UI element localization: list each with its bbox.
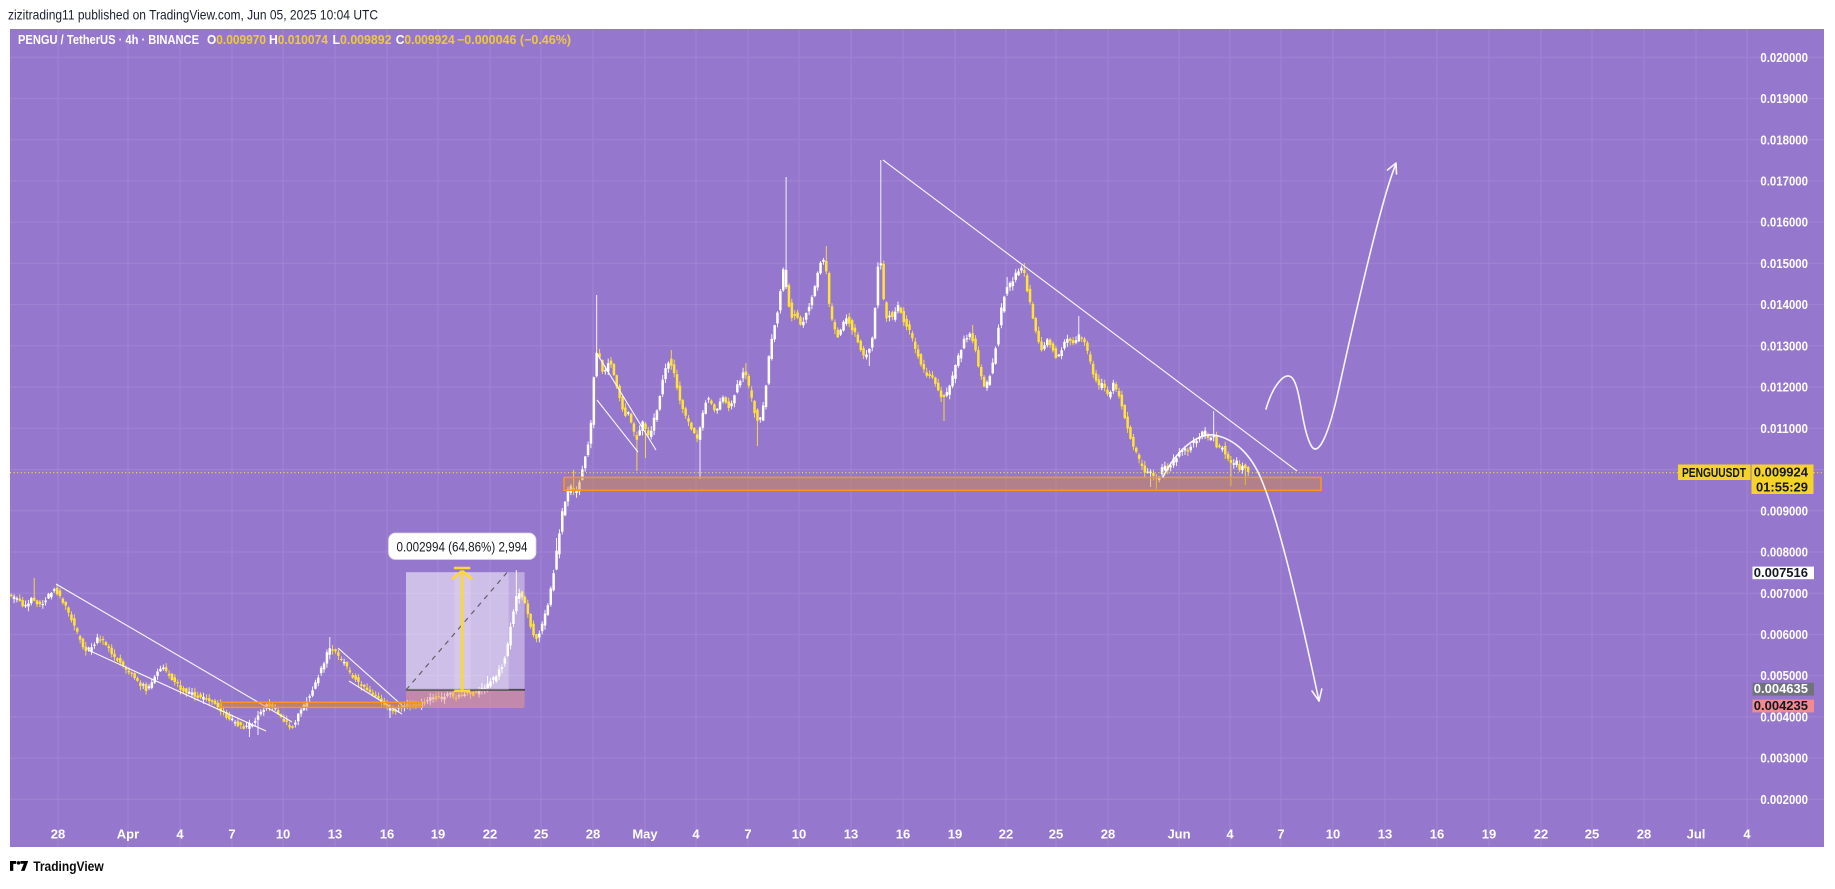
- svg-text:0.007000: 0.007000: [1760, 586, 1808, 601]
- svg-text:0.008000: 0.008000: [1760, 545, 1808, 560]
- svg-text:25: 25: [534, 827, 548, 842]
- svg-text:Apr: Apr: [117, 827, 139, 842]
- svg-text:16: 16: [1430, 827, 1444, 842]
- svg-text:13: 13: [328, 827, 342, 842]
- svg-text:0.011000: 0.011000: [1760, 421, 1808, 436]
- svg-text:13: 13: [1378, 827, 1392, 842]
- svg-text:4: 4: [1226, 827, 1234, 842]
- svg-text:0.013000: 0.013000: [1760, 338, 1808, 353]
- svg-text:7: 7: [1277, 827, 1284, 842]
- svg-text:0.009000: 0.009000: [1760, 503, 1808, 518]
- svg-text:7: 7: [744, 827, 751, 842]
- svg-text:16: 16: [380, 827, 394, 842]
- svg-text:0.007516: 0.007516: [1754, 565, 1808, 580]
- svg-text:10: 10: [1326, 827, 1340, 842]
- svg-text:7: 7: [228, 827, 235, 842]
- svg-text:TradingView: TradingView: [33, 859, 104, 874]
- svg-text:4: 4: [692, 827, 700, 842]
- svg-text:0.020000: 0.020000: [1760, 50, 1808, 65]
- svg-text:0.017000: 0.017000: [1760, 174, 1808, 189]
- svg-text:16: 16: [896, 827, 910, 842]
- svg-text:L0.009892: L0.009892: [333, 33, 392, 47]
- svg-text:0.018000: 0.018000: [1760, 132, 1808, 147]
- svg-text:0.004635: 0.004635: [1754, 681, 1808, 696]
- svg-text:22: 22: [1534, 827, 1548, 842]
- svg-text:13: 13: [844, 827, 858, 842]
- svg-text:19: 19: [431, 827, 445, 842]
- svg-text:0.014000: 0.014000: [1760, 297, 1808, 312]
- svg-text:10: 10: [792, 827, 806, 842]
- svg-text:0.002994 (64.86%) 2,994: 0.002994 (64.86%) 2,994: [397, 540, 528, 555]
- svg-text:C0.009924: C0.009924: [396, 33, 455, 47]
- svg-text:28: 28: [1101, 827, 1115, 842]
- svg-text:0.016000: 0.016000: [1760, 215, 1808, 230]
- svg-text:25: 25: [1049, 827, 1063, 842]
- svg-text:01:55:29: 01:55:29: [1756, 479, 1808, 494]
- svg-text:Jul: Jul: [1687, 827, 1706, 842]
- svg-text:22: 22: [999, 827, 1013, 842]
- svg-text:−0.000046 (−0.46%): −0.000046 (−0.46%): [457, 33, 571, 47]
- svg-text:O0.009970: O0.009970: [207, 33, 266, 47]
- svg-text:19: 19: [948, 827, 962, 842]
- svg-text:PENGUUSDT: PENGUUSDT: [1682, 465, 1746, 480]
- svg-text:0.012000: 0.012000: [1760, 380, 1808, 395]
- svg-text:10: 10: [276, 827, 290, 842]
- svg-text:H0.010074: H0.010074: [269, 33, 328, 47]
- svg-text:28: 28: [586, 827, 600, 842]
- svg-text:0.005000: 0.005000: [1760, 668, 1808, 683]
- svg-text:0.015000: 0.015000: [1760, 256, 1808, 271]
- svg-text:0.019000: 0.019000: [1760, 91, 1808, 106]
- svg-text:Jun: Jun: [1167, 827, 1190, 842]
- svg-text:25: 25: [1585, 827, 1599, 842]
- svg-text:28: 28: [51, 827, 65, 842]
- svg-text:19: 19: [1482, 827, 1496, 842]
- svg-text:0.004000: 0.004000: [1760, 710, 1808, 725]
- svg-text:22: 22: [483, 827, 497, 842]
- svg-text:zizitrading11 published on Tra: zizitrading11 published on TradingView.c…: [8, 7, 378, 23]
- svg-text:May: May: [632, 827, 658, 842]
- svg-text:4: 4: [1743, 827, 1751, 842]
- svg-text:0.003000: 0.003000: [1760, 751, 1808, 766]
- svg-text:4: 4: [176, 827, 184, 842]
- svg-text:PENGU / TetherUS · 4h · BINANC: PENGU / TetherUS · 4h · BINANCE: [18, 32, 199, 47]
- svg-text:0.009924: 0.009924: [1754, 465, 1809, 480]
- svg-text:28: 28: [1637, 827, 1651, 842]
- svg-text:0.002000: 0.002000: [1760, 792, 1808, 807]
- svg-text:0.006000: 0.006000: [1760, 627, 1808, 642]
- svg-text:0.004235: 0.004235: [1754, 698, 1808, 713]
